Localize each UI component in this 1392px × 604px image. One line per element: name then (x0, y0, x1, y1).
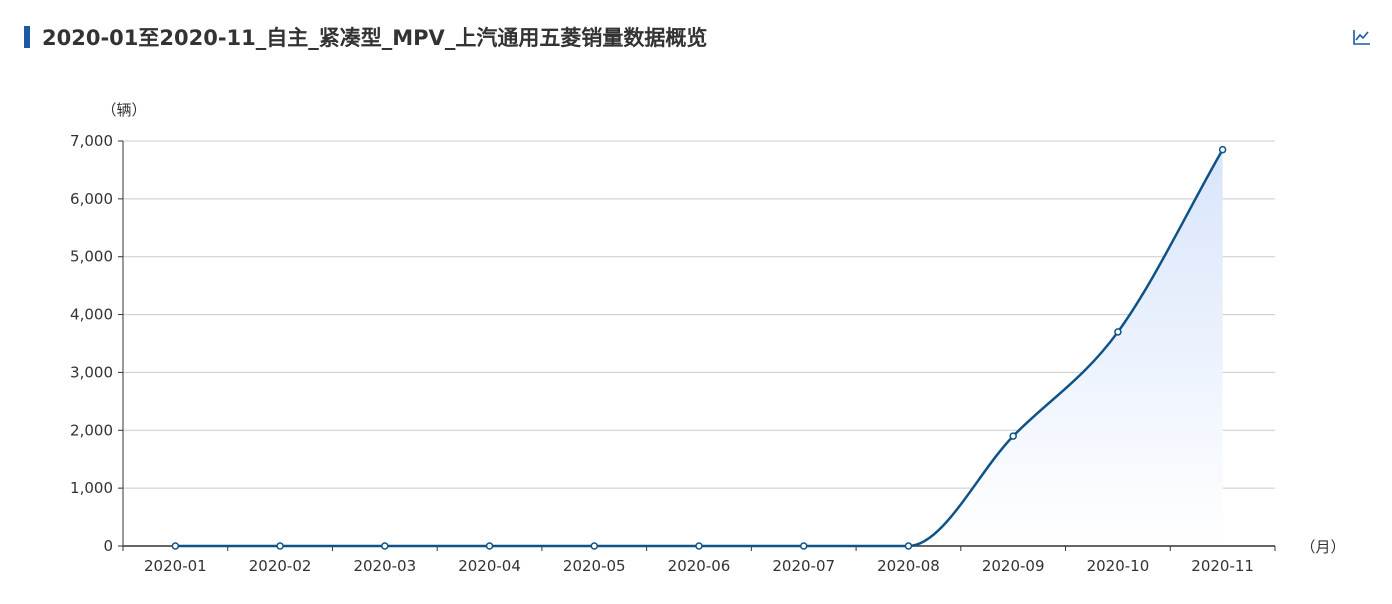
series-area (175, 149, 1223, 546)
data-point[interactable] (171, 542, 180, 550)
axis-labels: 0 1,000 2,000 3,000 4,000 5,000 6,000 7,000 2020… (70, 101, 1345, 575)
x-tick-label: 2020-02 (249, 557, 312, 575)
y-axis-label: （辆） (101, 101, 146, 119)
data-point[interactable] (1114, 328, 1122, 336)
data-point[interactable] (799, 542, 808, 550)
x-tick-label: 2020-07 (772, 557, 835, 575)
data-point[interactable] (1009, 432, 1017, 440)
x-tick-label: 2020-11 (1191, 557, 1254, 575)
chart-title: 2020-01至2020-11_自主_紧凑型_MPV_上汽通用五菱销量数据概览 (42, 26, 708, 50)
x-tick-label: 2020-01 (144, 557, 207, 575)
data-point[interactable] (276, 542, 284, 550)
title-accent-bar (24, 26, 30, 48)
y-tick-label: 4,000 (70, 306, 113, 324)
data-point[interactable] (381, 542, 389, 550)
data-point[interactable] (590, 542, 599, 550)
series-line (175, 149, 1224, 548)
x-tick-label: 2020-04 (458, 557, 521, 575)
x-tick-label: 2020-06 (668, 557, 731, 575)
series-area-fill (175, 149, 1223, 546)
x-tick-label: 2020-03 (353, 557, 416, 575)
y-tick-label: 1,000 (70, 479, 113, 497)
y-tick-label: 5,000 (70, 248, 113, 266)
data-points (171, 145, 1227, 550)
y-tick-label: 0 (103, 537, 113, 555)
y-tick-label: 7,000 (70, 132, 113, 150)
y-tick-label: 6,000 (70, 190, 113, 208)
data-point[interactable] (1218, 145, 1227, 154)
data-point[interactable] (695, 542, 703, 550)
series-line-path (175, 149, 1224, 548)
x-tick-label: 2020-10 (1087, 557, 1150, 575)
y-tick-label: 2,000 (70, 421, 113, 439)
line-chart-icon[interactable] (1352, 28, 1372, 46)
data-point[interactable] (904, 542, 913, 550)
x-tick-label: 2020-05 (563, 557, 626, 575)
x-tick-label: 2020-08 (877, 557, 940, 575)
y-tick-label: 3,000 (70, 363, 113, 381)
x-tick-label: 2020-09 (982, 557, 1045, 575)
data-point[interactable] (485, 542, 494, 550)
x-axis-label: （月） (1300, 538, 1345, 556)
